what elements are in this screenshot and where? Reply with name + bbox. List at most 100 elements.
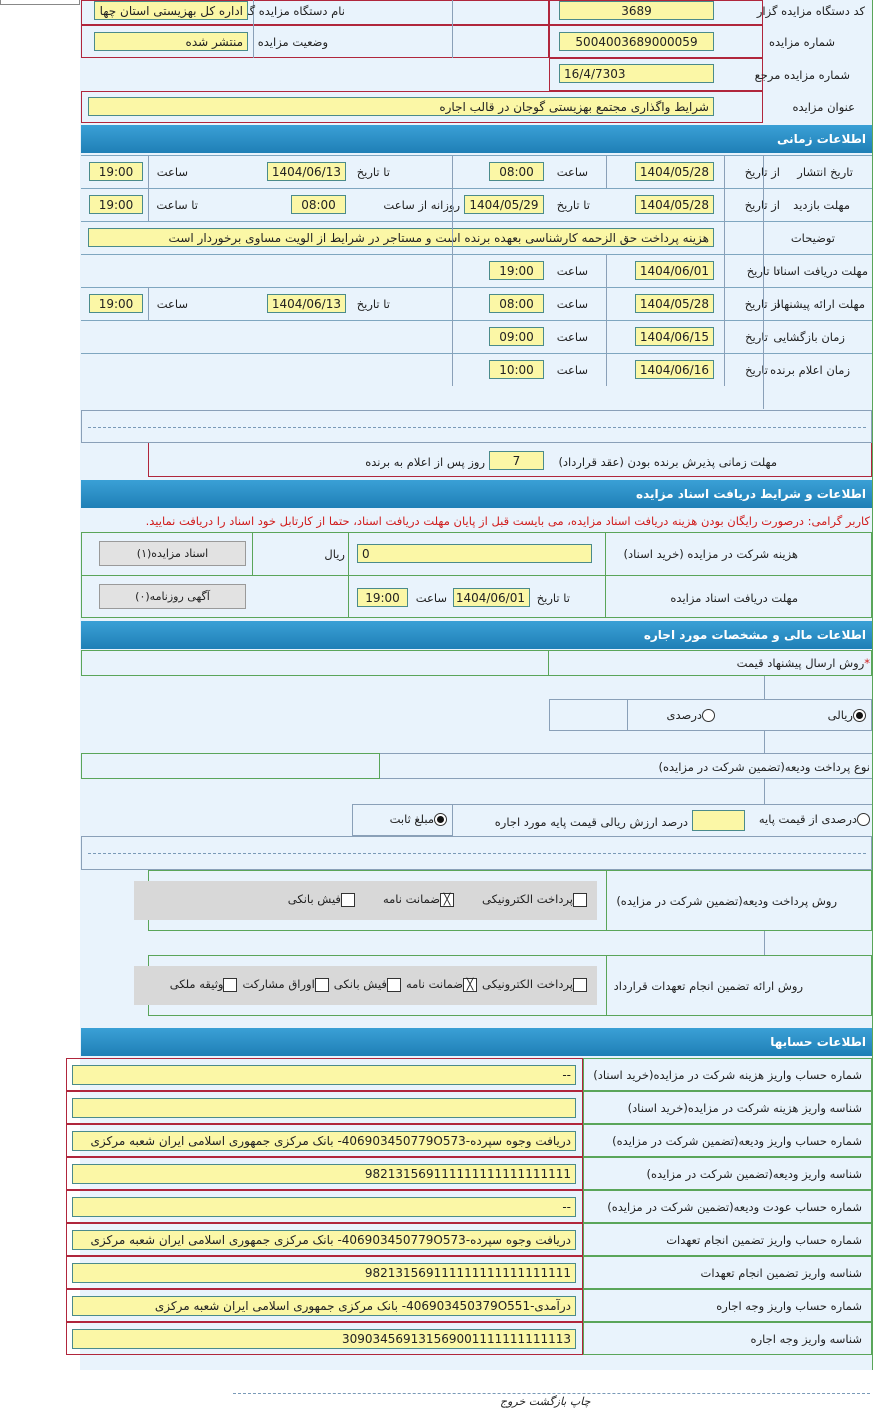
docs-deadline-label: مهلت دریافت اسناد — [775, 264, 868, 278]
title-field[interactable]: شرایط واگذاری مجتمع بهزیستی گوجان در قال… — [88, 97, 714, 116]
checkbox[interactable] — [386, 977, 401, 992]
winner-date-field[interactable]: 1404/06/16 — [635, 360, 714, 379]
ref-no-field[interactable]: 16/4/7303 — [559, 64, 714, 83]
checkbox-option[interactable]: ╳ضمانت نامه — [382, 892, 455, 907]
divider — [764, 676, 765, 700]
cell-border — [66, 1190, 583, 1223]
publish-row — [81, 155, 872, 189]
account-value-field[interactable]: 309034569131569001111111111113 — [72, 1329, 576, 1349]
cell-border — [583, 1289, 872, 1322]
checked-checkbox[interactable]: ╳ — [463, 977, 478, 992]
account-value-field[interactable]: -- — [72, 1197, 576, 1217]
to-label: تا تاریخ — [536, 591, 570, 605]
fixed-amount-radio[interactable] — [434, 813, 447, 826]
accept-days-field[interactable]: 7 — [489, 451, 544, 470]
base-percent-option[interactable]: درصدی از قیمت پایه — [759, 810, 870, 828]
percent-option[interactable]: درصدی — [667, 706, 715, 724]
cell-border — [549, 0, 763, 25]
back-link[interactable]: بازگشت — [528, 1395, 567, 1408]
checkbox-option[interactable]: ╳ضمانت نامه — [405, 977, 478, 992]
account-value-field[interactable]: -- — [72, 1065, 576, 1085]
cell-border — [66, 1289, 583, 1322]
percent-radio[interactable] — [702, 709, 715, 722]
price-method-label: *روش ارسال پیشنهاد قیمت — [737, 654, 870, 672]
checkbox-option[interactable]: اوراق مشارکت — [242, 977, 329, 992]
visit-daily-to-field[interactable]: 19:00 — [89, 195, 143, 214]
publish-time1-field[interactable]: 08:00 — [489, 162, 544, 181]
visit-daily-from-field[interactable]: 08:00 — [291, 195, 346, 214]
base-percent-field[interactable] — [692, 810, 745, 831]
auction-no-field[interactable]: 5004003689000059 — [559, 32, 714, 51]
exit-link[interactable]: خروج — [500, 1395, 526, 1408]
rial-option[interactable]: ریالی — [828, 706, 866, 724]
cell-border — [583, 1322, 872, 1355]
checked-checkbox[interactable]: ╳ — [440, 892, 455, 907]
checkbox-label: ضمانت نامه — [382, 892, 441, 906]
offer-time1-field[interactable]: 08:00 — [489, 294, 544, 313]
checkbox-label: ضمانت نامه — [405, 977, 464, 991]
checkbox-option[interactable]: فیش بانکی — [288, 892, 355, 907]
publish-time2-field[interactable]: 19:00 — [89, 162, 143, 181]
opening-time-field[interactable]: 09:00 — [489, 327, 544, 346]
docs-time-field[interactable]: 19:00 — [489, 261, 544, 280]
account-value-field[interactable]: دریافت وجوه سپرده-406903450779O573- بانک… — [72, 1131, 576, 1151]
offer-to-field[interactable]: 1404/06/13 — [267, 294, 346, 313]
account-value-field[interactable]: 982131569111111111111111111 — [72, 1164, 576, 1184]
checkbox-option[interactable]: وثیقه ملکی — [170, 977, 238, 992]
checkbox[interactable] — [314, 977, 329, 992]
winner-time-field[interactable]: 10:00 — [489, 360, 544, 379]
divider — [606, 870, 607, 931]
checkbox-option[interactable]: پرداخت الکترونیکی — [482, 892, 587, 907]
cell-border — [583, 1091, 872, 1124]
publish-from-field[interactable]: 1404/05/28 — [635, 162, 714, 181]
checkbox[interactable] — [223, 977, 238, 992]
checkbox[interactable] — [573, 892, 587, 907]
documents-to-field[interactable]: 1404/06/01 — [453, 588, 530, 607]
cell-border — [81, 650, 872, 676]
fixed-amount-option[interactable]: مبلغ ثابت — [390, 810, 447, 828]
opening-row — [81, 320, 872, 354]
cell-border — [583, 1058, 872, 1091]
documents-time-field[interactable]: 19:00 — [357, 588, 408, 607]
offer-time2-field[interactable]: 19:00 — [89, 294, 143, 313]
divider — [606, 955, 607, 1016]
cell-border — [66, 1091, 583, 1124]
auction-documents-button[interactable]: اسناد مزایده(۱) — [99, 541, 246, 566]
account-label: شماره حساب واریز وجه اجاره — [716, 1299, 862, 1313]
until-label: تا ساعت — [156, 198, 198, 212]
fee-field[interactable]: 0 — [357, 544, 592, 563]
account-value-field[interactable]: دریافت وجوه سپرده-406903450779O573- بانک… — [72, 1230, 576, 1250]
org-name-field[interactable]: اداره کل بهزیستی استان چها — [94, 1, 248, 20]
rial-radio[interactable] — [853, 709, 866, 722]
checkbox-option[interactable]: فیش بانکی — [334, 977, 401, 992]
checkbox[interactable] — [340, 892, 355, 907]
print-link[interactable]: چاپ — [569, 1395, 591, 1408]
checkbox-option[interactable]: پرداخت الکترونیکی — [482, 977, 587, 992]
publish-to-field[interactable]: 1404/06/13 — [267, 162, 346, 181]
account-row: شناسه واریز وجه اجاره 309034569131569001… — [66, 1322, 872, 1355]
account-value-field[interactable]: درآمدی-406903450379O551- بانک مرکزی جمهو… — [72, 1296, 576, 1316]
newspaper-ad-button[interactable]: آگهی روزنامه(۰) — [99, 584, 246, 609]
docs-to-field[interactable]: 1404/06/01 — [635, 261, 714, 280]
base-percent-radio[interactable] — [857, 813, 870, 826]
visit-label: مهلت بازدید — [793, 198, 850, 212]
visit-from-field[interactable]: 1404/05/28 — [635, 195, 714, 214]
offer-from-field[interactable]: 1404/05/28 — [635, 294, 714, 313]
status-field[interactable]: منتشر شده — [94, 32, 248, 51]
winner-label: زمان اعلام برنده — [770, 363, 850, 377]
checkbox-label: وثیقه ملکی — [169, 977, 224, 991]
account-value-field[interactable] — [72, 1098, 576, 1118]
opening-label: زمان بازگشایی — [773, 330, 845, 344]
divider — [148, 155, 149, 221]
account-value-field[interactable]: 982131569111111111111111111 — [72, 1263, 576, 1283]
visit-to-field[interactable]: 1404/05/29 — [464, 195, 544, 214]
opening-date-field[interactable]: 1404/06/15 — [635, 327, 714, 346]
notes-label: توضیحات — [790, 231, 835, 245]
checkbox[interactable] — [573, 977, 587, 992]
org-code-field[interactable]: 3689 — [559, 1, 714, 20]
percent-option-label: درصدی — [666, 708, 702, 722]
account-row: شناسه واریز ودیعه(تضمین شرکت در مزایده) … — [66, 1157, 872, 1190]
notes-field[interactable]: هزینه پرداخت حق الزحمه کارشناسی بعهده بر… — [88, 228, 714, 247]
ref-no-label: شماره مزایده مرجع — [754, 68, 850, 82]
documents-notice: کاربر گرامی: درصورت رایگان بودن هزینه در… — [145, 514, 870, 528]
